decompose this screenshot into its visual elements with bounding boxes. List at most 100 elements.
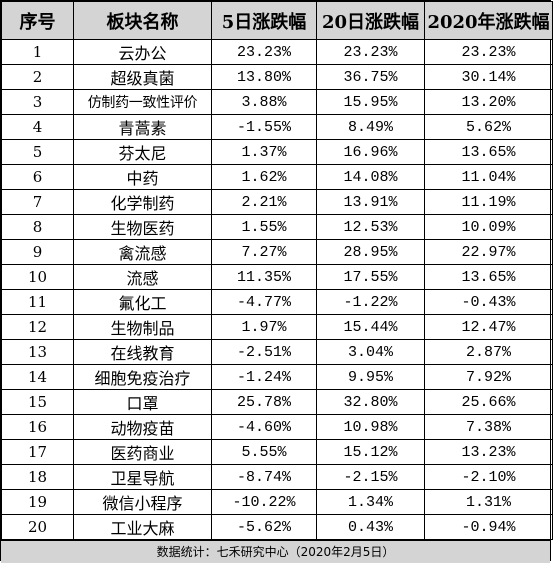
change-ytd-cell: 30.14%	[424, 64, 553, 90]
change-5d-cell: -2.51%	[211, 339, 317, 365]
header-20d-change: 20日涨跌幅	[316, 1, 425, 40]
change-5d-cell: 23.23%	[211, 39, 317, 65]
change-20d-cell: 15.12%	[316, 439, 425, 465]
row-index-cell: 17	[1, 439, 74, 465]
change-5d-cell: 25.78%	[211, 389, 317, 415]
change-20d-cell: 3.04%	[316, 339, 425, 365]
row-index-cell: 11	[1, 289, 74, 315]
sector-name-cell: 在线教育	[73, 339, 212, 365]
change-ytd-cell: 2.87%	[424, 339, 553, 365]
row-index-cell: 12	[1, 314, 74, 340]
table-row: 18 卫星导航 -8.74% -2.15% -2.10%	[1, 464, 553, 490]
sector-name-cell: 超级真菌	[73, 64, 212, 90]
row-index-cell: 1	[1, 39, 74, 65]
sector-name-cell: 禽流感	[73, 239, 212, 265]
change-20d-cell: 28.95%	[316, 239, 425, 265]
row-index-cell: 19	[1, 489, 74, 515]
sector-name-cell: 青蒿素	[73, 114, 212, 140]
change-20d-cell: 12.53%	[316, 214, 425, 240]
change-5d-cell: -8.74%	[211, 464, 317, 490]
change-ytd-cell: -0.43%	[424, 289, 553, 315]
row-index-cell: 4	[1, 114, 74, 140]
sector-name-cell: 生物制品	[73, 314, 212, 340]
row-index-cell: 20	[1, 514, 74, 540]
change-20d-cell: 0.43%	[316, 514, 425, 540]
change-20d-cell: 23.23%	[316, 39, 425, 65]
change-ytd-cell: 13.65%	[424, 139, 553, 165]
header-index: 序号	[1, 1, 74, 40]
row-index-cell: 10	[1, 264, 74, 290]
row-index-cell: 15	[1, 389, 74, 415]
table-row: 4 青蒿素 -1.55% 8.49% 5.62%	[1, 114, 553, 140]
change-20d-cell: 15.95%	[316, 89, 425, 115]
row-index-cell: 16	[1, 414, 74, 440]
change-ytd-cell: 22.97%	[424, 239, 553, 265]
table-row: 10 流感 11.35% 17.55% 13.65%	[1, 264, 553, 290]
row-index-cell: 9	[1, 239, 74, 265]
change-ytd-cell: 13.65%	[424, 264, 553, 290]
table-row: 3 仿制药一致性评价 3.88% 15.95% 13.20%	[1, 89, 553, 115]
sector-name-cell: 流感	[73, 264, 212, 290]
table-header: 序号 板块名称 5日涨跌幅 20日涨跌幅 2020年涨跌幅	[1, 1, 553, 40]
sector-name-cell: 云办公	[73, 39, 212, 65]
sector-name-cell: 微信小程序	[73, 489, 212, 515]
table-row: 1 云办公 23.23% 23.23% 23.23%	[1, 39, 553, 65]
change-20d-cell: -2.15%	[316, 464, 425, 490]
change-5d-cell: -10.22%	[211, 489, 317, 515]
change-20d-cell: -1.22%	[316, 289, 425, 315]
row-index-cell: 14	[1, 364, 74, 390]
table-row: 15 口罩 25.78% 32.80% 25.66%	[1, 389, 553, 415]
change-ytd-cell: 13.20%	[424, 89, 553, 115]
header-row: 序号 板块名称 5日涨跌幅 20日涨跌幅 2020年涨跌幅	[1, 1, 553, 40]
table-row: 12 生物制品 1.97% 15.44% 12.47%	[1, 314, 553, 340]
table-row: 11 氟化工 -4.77% -1.22% -0.43%	[1, 289, 553, 315]
change-5d-cell: 2.21%	[211, 189, 317, 215]
change-5d-cell: 1.37%	[211, 139, 317, 165]
change-ytd-cell: 23.23%	[424, 39, 553, 65]
table-row: 7 化学制药 2.21% 13.91% 11.19%	[1, 189, 553, 215]
table-row: 19 微信小程序 -10.22% 1.34% 1.31%	[1, 489, 553, 515]
sector-name-cell: 动物疫苗	[73, 414, 212, 440]
row-index-cell: 13	[1, 339, 74, 365]
change-ytd-cell: 7.38%	[424, 414, 553, 440]
sector-name-cell: 氟化工	[73, 289, 212, 315]
change-5d-cell: -1.55%	[211, 114, 317, 140]
sector-name-cell: 生物医药	[73, 214, 212, 240]
data-source-footer: 数据统计：七禾研究中心（2020年2月5日）	[1, 540, 550, 563]
sector-name-cell: 工业大麻	[73, 514, 212, 540]
row-index-cell: 7	[1, 189, 74, 215]
change-ytd-cell: -0.94%	[424, 514, 553, 540]
change-20d-cell: 1.34%	[316, 489, 425, 515]
row-index-cell: 18	[1, 464, 74, 490]
row-index-cell: 3	[1, 89, 74, 115]
header-sector-name: 板块名称	[73, 1, 212, 40]
change-20d-cell: 32.80%	[316, 389, 425, 415]
row-index-cell: 8	[1, 214, 74, 240]
change-ytd-cell: 10.09%	[424, 214, 553, 240]
change-5d-cell: 13.80%	[211, 64, 317, 90]
change-ytd-cell: 25.66%	[424, 389, 553, 415]
table-body: 1 云办公 23.23% 23.23% 23.23% 2 超级真菌 13.80% 36.75% 3…	[1, 39, 553, 540]
table-row: 6 中药 1.62% 14.08% 11.04%	[1, 164, 553, 190]
change-5d-cell: 1.55%	[211, 214, 317, 240]
table-row: 13 在线教育 -2.51% 3.04% 2.87%	[1, 339, 553, 365]
change-20d-cell: 13.91%	[316, 189, 425, 215]
table-row: 20 工业大麻 -5.62% 0.43% -0.94%	[1, 514, 553, 540]
change-5d-cell: 11.35%	[211, 264, 317, 290]
row-index-cell: 6	[1, 164, 74, 190]
change-ytd-cell: 11.19%	[424, 189, 553, 215]
change-5d-cell: 1.62%	[211, 164, 317, 190]
sector-name-cell: 口罩	[73, 389, 212, 415]
row-index-cell: 5	[1, 139, 74, 165]
change-ytd-cell: 7.92%	[424, 364, 553, 390]
change-20d-cell: 9.95%	[316, 364, 425, 390]
change-20d-cell: 17.55%	[316, 264, 425, 290]
table-row: 5 芬太尼 1.37% 16.96% 13.65%	[1, 139, 553, 165]
change-ytd-cell: 12.47%	[424, 314, 553, 340]
table-row: 14 细胞免疫治疗 -1.24% 9.95% 7.92%	[1, 364, 553, 390]
header-5d-change: 5日涨跌幅	[211, 1, 317, 40]
table-row: 16 动物疫苗 -4.60% 10.98% 7.38%	[1, 414, 553, 440]
change-ytd-cell: 5.62%	[424, 114, 553, 140]
sector-name-cell: 仿制药一致性评价	[73, 89, 212, 115]
